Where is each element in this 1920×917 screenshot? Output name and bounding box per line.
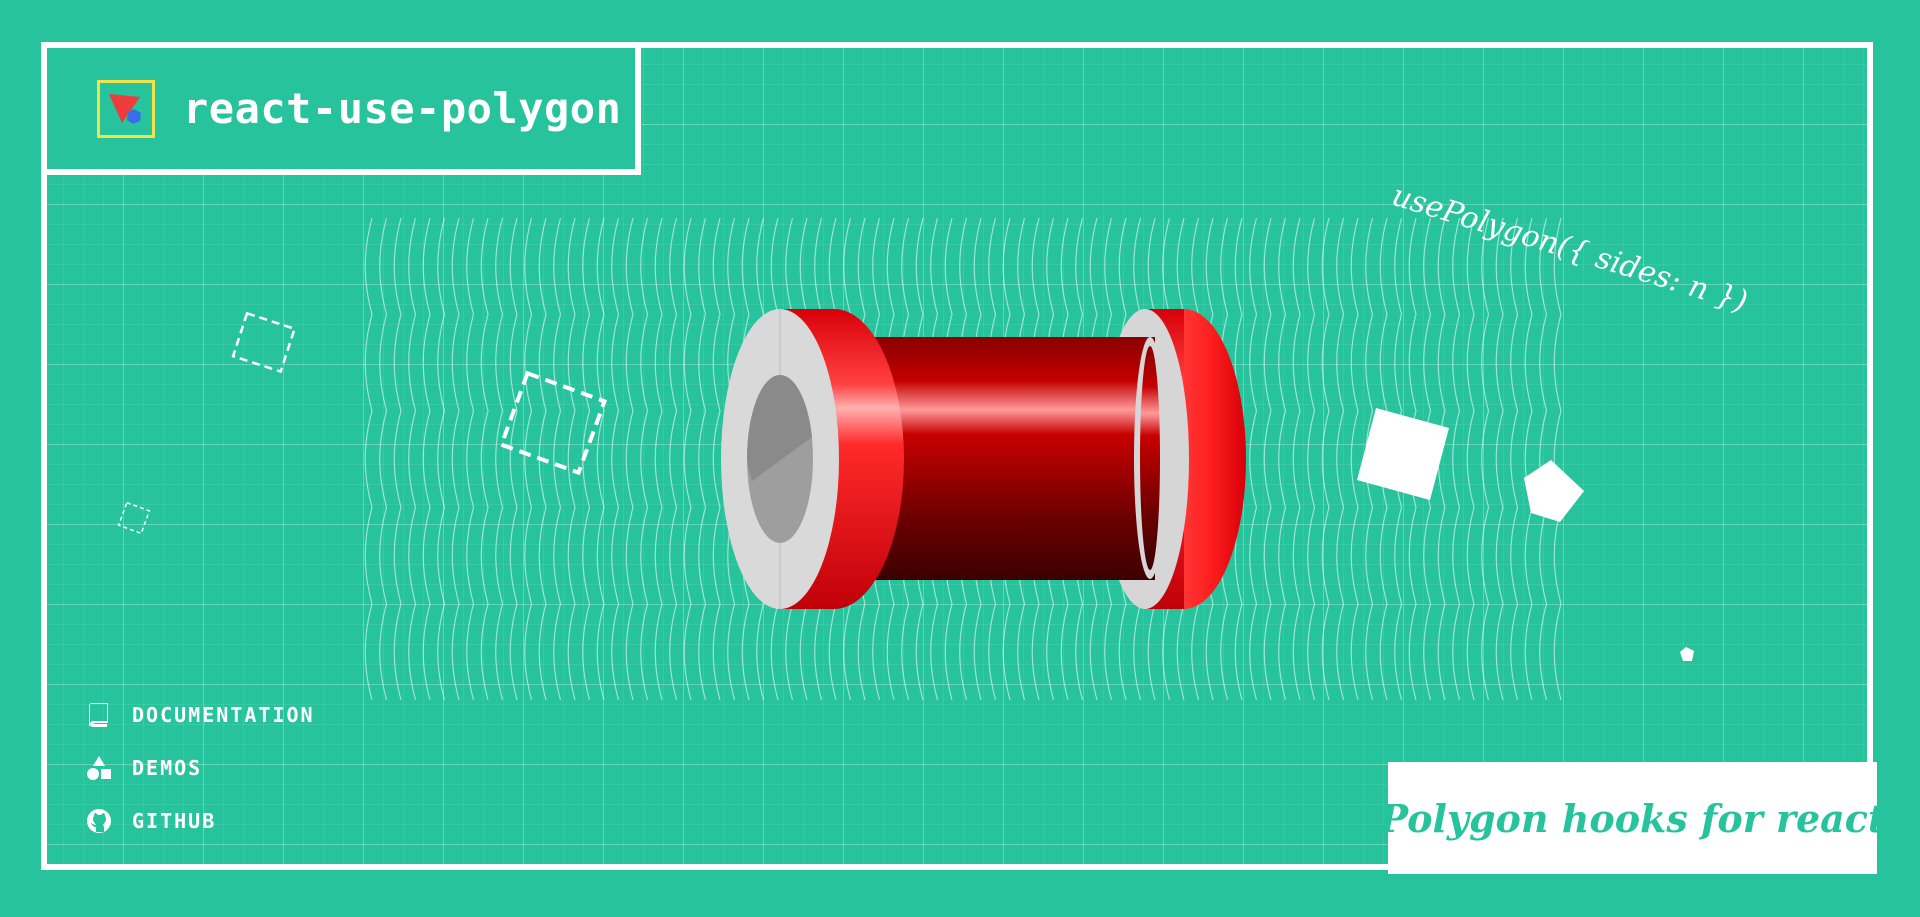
wave-line: [509, 217, 518, 701]
polygon-logo-icon[interactable]: [97, 79, 155, 138]
wave-line: [408, 217, 417, 701]
wave-line: [1466, 217, 1475, 701]
wave-line: [698, 217, 707, 701]
wave-line: [1495, 217, 1504, 701]
wave-line: [1524, 217, 1533, 701]
nav-github-label: GITHUB: [132, 808, 217, 833]
wave-line: [1307, 217, 1316, 701]
wave-line: [1336, 217, 1345, 701]
wave-line: [422, 217, 431, 701]
book-icon: [89, 702, 108, 727]
wave-line: [683, 217, 692, 701]
dashed-square-small: [117, 501, 151, 535]
wave-line: [1292, 217, 1301, 701]
nav-documentation-link[interactable]: DOCUMENTATION: [86, 688, 315, 741]
wave-line: [379, 217, 388, 701]
wave-line: [1452, 217, 1461, 701]
wave-line: [567, 217, 576, 701]
promo-box: Polygon hooks for react: [1380, 762, 1885, 874]
wave-line: [451, 217, 460, 701]
white-square-shape: [1357, 408, 1449, 500]
wave-line: [1249, 217, 1258, 701]
wave-line: [466, 217, 475, 701]
dashed-square-medium: [231, 311, 297, 374]
white-pentagon-shape: [1524, 460, 1584, 522]
wave-line: [654, 217, 663, 701]
dashed-square-large: [498, 370, 608, 476]
wave-line: [1263, 217, 1272, 701]
wave-line: [596, 217, 605, 701]
wave-line: [611, 217, 620, 701]
header-title-box: react-use-polygon: [41, 42, 641, 175]
promo-text: Polygon hooks for react: [1379, 795, 1886, 841]
wave-line: [437, 217, 446, 701]
wave-line: [1481, 217, 1490, 701]
wave-line: [364, 217, 373, 701]
wave-line: [712, 217, 721, 701]
wave-line: [1321, 217, 1330, 701]
nav-documentation-label: DOCUMENTATION: [132, 702, 315, 727]
nav-demos-link[interactable]: DEMOS: [86, 741, 315, 794]
nav-github-link[interactable]: GITHUB: [86, 794, 315, 847]
wave-line: [669, 217, 678, 701]
wave-line: [495, 217, 504, 701]
white-dot-shape: [1680, 647, 1694, 661]
spool-3d: [721, 309, 1246, 609]
site-title[interactable]: react-use-polygon: [183, 84, 622, 133]
wave-line: [625, 217, 634, 701]
wave-line: [640, 217, 649, 701]
wave-line: [1350, 217, 1359, 701]
wave-line: [480, 217, 489, 701]
wave-line: [1539, 217, 1548, 701]
wave-line: [1510, 217, 1519, 701]
nav-menu: DOCUMENTATION DEMOS GITHUB: [86, 688, 315, 847]
wave-line: [393, 217, 402, 701]
shapes-icon: [87, 755, 111, 780]
wave-line: [1553, 217, 1562, 701]
github-icon: [87, 808, 111, 833]
wave-line: [553, 217, 562, 701]
nav-demos-label: DEMOS: [132, 755, 203, 780]
wave-line: [1278, 217, 1287, 701]
wave-line: [524, 217, 533, 701]
